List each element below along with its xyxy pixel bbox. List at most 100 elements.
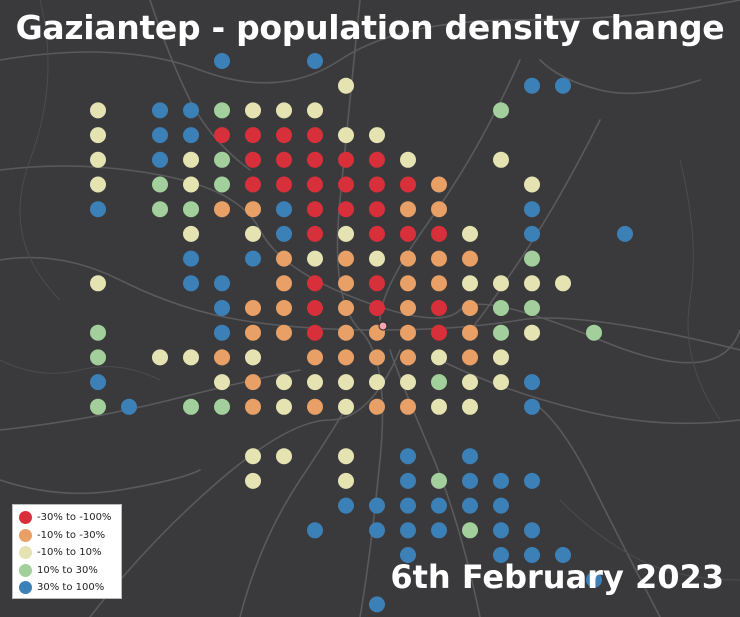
grid-cell-dot xyxy=(400,472,416,489)
grid-cell-dot xyxy=(245,225,261,242)
grid-cell-dot xyxy=(431,324,447,341)
grid-cell-dot xyxy=(524,522,540,539)
grid-cell-dot xyxy=(369,374,385,391)
grid-cell-dot xyxy=(183,102,199,119)
grid-cell-dot xyxy=(276,127,292,144)
grid-cell-dot xyxy=(400,300,416,316)
grid-cell-dot xyxy=(307,374,323,391)
grid-cell-dot xyxy=(245,250,261,267)
grid-cell-dot xyxy=(183,201,199,218)
grid-cell-dot xyxy=(524,324,540,341)
grid-cell-dot xyxy=(369,201,385,218)
grid-cell-dot xyxy=(493,102,509,119)
grid-cell-dot xyxy=(617,225,633,242)
grid-cell-dot xyxy=(338,300,354,316)
grid-cell-dot xyxy=(214,53,230,69)
date-label: 6th February 2023 xyxy=(390,558,724,596)
grid-cell-dot xyxy=(524,374,540,391)
grid-cell-dot xyxy=(431,275,447,292)
grid-cell-dot xyxy=(214,349,230,366)
grid-cell-dot xyxy=(431,201,447,218)
grid-cell-dot xyxy=(400,398,416,415)
grid-cell-dot xyxy=(338,324,354,341)
grid-cell-dot xyxy=(369,349,385,366)
grid-cell-dot xyxy=(369,497,385,514)
grid-cell-dot xyxy=(493,300,509,316)
grid-cell-dot xyxy=(555,77,571,94)
grid-cell-dot xyxy=(369,225,385,242)
legend-label-d4: 10% to 30% xyxy=(37,564,98,576)
grid-cell-dot xyxy=(400,349,416,366)
grid-cell-dot xyxy=(152,127,168,144)
grid-cell-dot xyxy=(369,127,385,144)
grid-cell-dot xyxy=(214,398,230,415)
grid-cell-dot xyxy=(307,53,323,69)
grid-cell-dot xyxy=(276,374,292,391)
grid-cell-dot xyxy=(90,127,106,144)
grid-cell-dot xyxy=(369,151,385,168)
grid-cell-dot xyxy=(90,374,106,391)
grid-cell-dot xyxy=(493,522,509,539)
legend-item-d2: -10% to -30% xyxy=(19,527,117,545)
grid-cell-dot xyxy=(90,151,106,168)
map-title: Gaziantep - population density change xyxy=(15,8,725,47)
grid-cell-dot xyxy=(524,275,540,292)
grid-cell-dot xyxy=(152,102,168,119)
grid-cell-dot xyxy=(152,349,168,366)
grid-cell-dot xyxy=(338,349,354,366)
grid-cell-dot xyxy=(245,201,261,218)
grid-cell-dot xyxy=(462,398,478,415)
grid-cell-dot xyxy=(369,275,385,292)
grid-cell-dot xyxy=(338,448,354,465)
grid-cell-dot xyxy=(431,176,447,193)
legend-label-d3: -10% to 10% xyxy=(37,547,102,559)
grid-cell-dot xyxy=(524,472,540,489)
grid-cell-dot xyxy=(307,225,323,242)
grid-cell-dot xyxy=(276,151,292,168)
grid-cell-dot xyxy=(493,349,509,366)
grid-cell-dot xyxy=(90,102,106,119)
grid-cell-dot xyxy=(245,349,261,366)
grid-cell-dot xyxy=(245,102,261,119)
legend-swatch-d5 xyxy=(19,581,32,595)
grid-cell-dot xyxy=(462,300,478,316)
grid-cell-dot xyxy=(493,374,509,391)
grid-cell-dot xyxy=(338,201,354,218)
grid-cell-dot xyxy=(214,275,230,292)
grid-cell-dot xyxy=(214,374,230,391)
grid-cell-dot xyxy=(555,275,571,292)
grid-cell-dot xyxy=(183,349,199,366)
grid-cell-dot xyxy=(90,176,106,193)
grid-cell-dot xyxy=(183,151,199,168)
grid-cell-dot xyxy=(524,77,540,94)
grid-cell-dot xyxy=(276,324,292,341)
grid-cell-dot xyxy=(245,472,261,489)
grid-cell-dot xyxy=(400,497,416,514)
grid-cell-dot xyxy=(90,398,106,415)
grid-cell-dot xyxy=(276,176,292,193)
grid-cell-dot xyxy=(462,250,478,267)
grid-cell-dot xyxy=(462,275,478,292)
grid-cell-dot xyxy=(338,275,354,292)
density-grid xyxy=(90,53,633,613)
grid-cell-dot xyxy=(524,176,540,193)
grid-cell-dot xyxy=(431,398,447,415)
grid-cell-dot xyxy=(338,77,354,94)
grid-cell-dot xyxy=(431,374,447,391)
grid-cell-dot xyxy=(307,349,323,366)
grid-cell-dot xyxy=(586,324,602,341)
grid-cell-dot xyxy=(400,176,416,193)
grid-cell-dot xyxy=(276,225,292,242)
legend-swatch-d1 xyxy=(19,511,32,525)
legend-item-d4: 10% to 30% xyxy=(19,562,117,580)
grid-cell-dot xyxy=(338,225,354,242)
grid-cell-dot xyxy=(524,398,540,415)
grid-cell-dot xyxy=(307,151,323,168)
grid-cell-dot xyxy=(338,151,354,168)
grid-cell-dot xyxy=(214,300,230,316)
grid-cell-dot xyxy=(462,497,478,514)
grid-cell-dot xyxy=(369,398,385,415)
grid-cell-dot xyxy=(245,324,261,341)
grid-cell-dot xyxy=(214,324,230,341)
